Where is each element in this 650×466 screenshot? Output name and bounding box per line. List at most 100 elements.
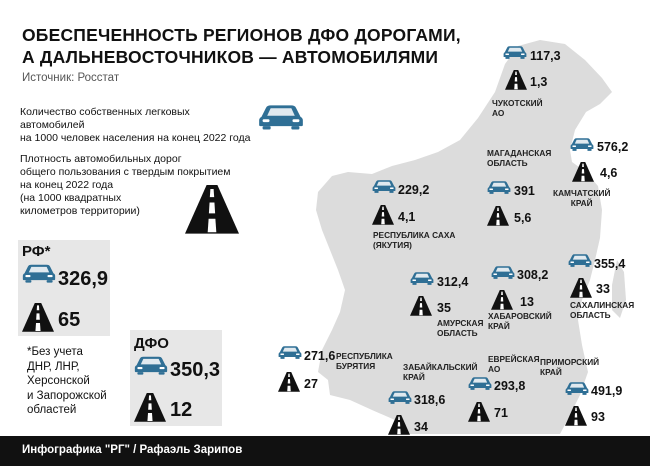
- yakutia-cars-value: 229,2: [398, 183, 430, 197]
- russia-cars-value: 326,9: [58, 268, 109, 290]
- russia-car-icon: [22, 264, 56, 283]
- dfo-road-icon: [134, 393, 166, 422]
- title-line-2: А ДАЛЬНЕВОСТОЧНИКОВ — АВТОМОБИЛЯМИ: [22, 47, 439, 67]
- sakhalin-car-icon: [568, 254, 592, 267]
- amur-name-line-1: АМУРСКАЯ: [437, 318, 484, 328]
- khabarovsk-cars-value: 308,2: [517, 268, 549, 282]
- legend-roads-text: Плотность автомобильных дорог общего пол…: [20, 153, 240, 218]
- zabaikalsky-name-line-1: ЗАБАЙКАЛЬСКИЙ: [403, 362, 478, 372]
- primorsky-car-icon: [565, 382, 589, 395]
- amur-car-icon: [410, 272, 434, 285]
- magadan-name-line-1: МАГАДАНСКАЯ: [487, 148, 552, 158]
- buryatia-roads-value: 27: [304, 377, 318, 391]
- primorsky-name: ПРИМОРСКИЙ КРАЙ: [540, 357, 599, 377]
- sakhalin-roads-value: 33: [596, 282, 610, 296]
- chukotka-name-line-1: ЧУКОТСКИЙ: [492, 98, 543, 108]
- legend-road-icon: [185, 185, 239, 234]
- russia-road-icon: [22, 303, 54, 332]
- primorsky-road-icon: [565, 406, 587, 426]
- khabarovsk-car-icon: [491, 266, 515, 279]
- legend-cars-line-2: на 1000 человек населения на конец 2022 …: [20, 132, 251, 144]
- russia-note-line-1: *Без учета: [27, 346, 83, 358]
- buryatia-name-line-1: РЕСПУБЛИКА: [336, 351, 393, 361]
- legend-roads-line-2: общего пользования с твердым покрытием: [20, 166, 231, 178]
- primorsky-roads-value: 93: [591, 410, 605, 424]
- yakutia-car-icon: [372, 180, 396, 193]
- jewish-roads-value: 71: [494, 406, 508, 420]
- kamchatka-name-line-1: КАМЧАТСКИЙ: [553, 188, 611, 198]
- jewish-cars-value: 293,8: [494, 379, 526, 393]
- legend-cars-text: Количество собственных легковых автомоби…: [20, 106, 256, 145]
- magadan-car-icon: [487, 181, 511, 194]
- russia-note: *Без учета ДНР, ЛНР, Херсонской и Запоро…: [27, 345, 107, 418]
- primorsky-name-line-1: ПРИМОРСКИЙ: [540, 357, 600, 367]
- title-line-1: ОБЕСПЕЧЕННОСТЬ РЕГИОНОВ ДФО ДОРОГАМИ,: [22, 25, 461, 45]
- legend-roads-line-3: на конец 2022 года: [20, 179, 114, 191]
- russia-note-line-4: и Запорожской: [27, 389, 107, 402]
- amur-cars-value: 312,4: [437, 275, 469, 289]
- russia-note-line-2: ДНР, ЛНР,: [27, 360, 80, 373]
- jewish-name-line-1: ЕВРЕЙСКАЯ: [488, 354, 540, 364]
- khabarovsk-roads-value: 13: [520, 295, 534, 309]
- buryatia-name-line-2: БУРЯТИЯ: [336, 361, 376, 371]
- jewish-name: ЕВРЕЙСКАЯ АО: [488, 354, 540, 374]
- legend-car-icon: [259, 105, 303, 130]
- amur-road-icon: [410, 296, 432, 316]
- magadan-roads-value: 5,6: [514, 211, 532, 225]
- chukotka-roads-value: 1,3: [530, 75, 548, 89]
- legend-cars-line-1: Количество собственных легковых автомоби…: [20, 106, 190, 131]
- legend-roads-line-5: километров территории): [20, 205, 140, 217]
- legend-roads-line-1: Плотность автомобильных дорог: [20, 153, 182, 165]
- yakutia-name-line-2: (ЯКУТИЯ): [373, 240, 412, 250]
- buryatia-car-icon: [278, 346, 302, 359]
- sakhalin-road-icon: [570, 278, 592, 298]
- magadan-road-icon: [487, 206, 509, 226]
- khabarovsk-name-line-2: КРАЙ: [488, 321, 510, 331]
- yakutia-road-icon: [372, 205, 394, 225]
- yakutia-name: РЕСПУБЛИКА САХА (ЯКУТИЯ): [373, 230, 455, 250]
- chukotka-car-icon: [503, 46, 527, 59]
- magadan-name-line-2: ОБЛАСТЬ: [487, 158, 528, 168]
- primorsky-name-line-2: КРАЙ: [540, 367, 562, 377]
- jewish-name-line-2: АО: [488, 364, 501, 374]
- kamchatka-roads-value: 4,6: [600, 166, 618, 180]
- kamchatka-cars-value: 576,2: [597, 140, 629, 154]
- sakhalin-cars-value: 355,4: [594, 257, 626, 271]
- sakhalin-name-line-1: САХАЛИНСКАЯ: [570, 300, 635, 310]
- footer-bar: Инфографика "РГ" / Рафаэль Зарипов: [0, 436, 650, 466]
- magadan-cars-value: 391: [514, 184, 535, 198]
- dfo-roads-value: 12: [170, 399, 193, 421]
- russia-label: РФ*: [22, 243, 51, 260]
- buryatia-name: РЕСПУБЛИКА БУРЯТИЯ: [336, 351, 393, 371]
- chukotka-road-icon: [505, 70, 527, 90]
- russia-note-line-3: Херсонской: [27, 375, 90, 387]
- jewish-road-icon: [468, 402, 490, 422]
- chukotka-name: ЧУКОТСКИЙ АО: [492, 98, 543, 118]
- zabaikalsky-car-icon: [388, 391, 412, 404]
- russia-note-line-5: областей: [27, 404, 77, 416]
- dfo-cars-value: 350,3: [170, 359, 221, 381]
- zabaikalsky-cars-value: 318,6: [414, 393, 446, 407]
- buryatia-road-icon: [278, 372, 300, 392]
- kamchatka-road-icon: [572, 162, 594, 182]
- source-label: Источник: Росстат: [22, 72, 120, 84]
- khabarovsk-name: ХАБАРОВСКИЙ КРАЙ: [488, 311, 552, 331]
- sakhalin-name-line-2: ОБЛАСТЬ: [570, 310, 611, 320]
- kamchatka-car-icon: [570, 138, 594, 151]
- zabaikalsky-roads-value: 34: [414, 420, 428, 434]
- khabarovsk-road-icon: [491, 290, 513, 310]
- primorsky-cars-value: 491,9: [591, 384, 623, 398]
- jewish-car-icon: [468, 377, 492, 390]
- legend-roads-line-4: (на 1000 квадратных: [20, 192, 122, 204]
- dfo-car-icon: [134, 356, 168, 375]
- dfo-label: ДФО: [134, 335, 169, 352]
- chukotka-name-line-2: АО: [492, 108, 505, 118]
- yakutia-name-line-1: РЕСПУБЛИКА САХА: [373, 230, 456, 240]
- russia-roads-value: 65: [58, 309, 81, 331]
- footer-credit: Инфографика "РГ" / Рафаэль Зарипов: [22, 444, 243, 456]
- amur-name: АМУРСКАЯ ОБЛАСТЬ: [437, 318, 483, 338]
- zabaikalsky-name-line-2: КРАЙ: [403, 372, 425, 382]
- kamchatka-name: КАМЧАТСКИЙ КРАЙ: [553, 188, 610, 208]
